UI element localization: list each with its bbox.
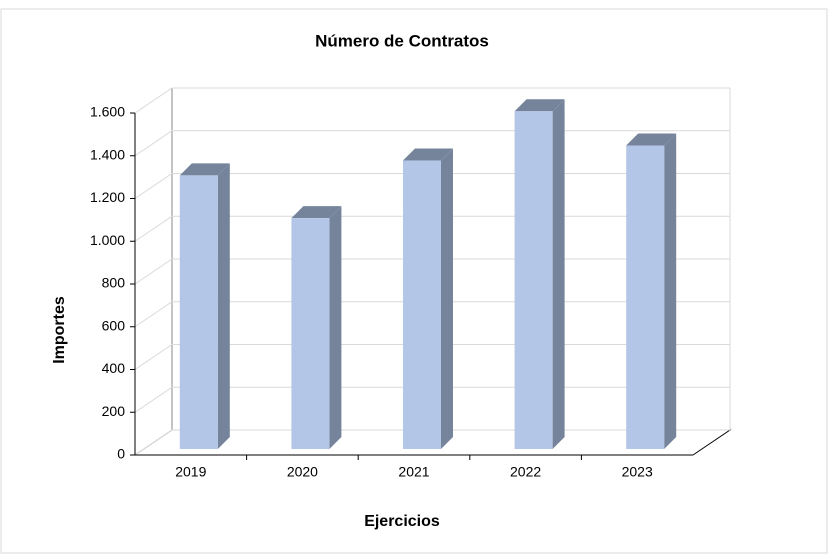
chart-title: Número de Contratos (315, 31, 489, 50)
y-tick-label: 200 (102, 403, 126, 419)
bar-top (403, 148, 453, 161)
x-axis-title: Ejercicios (364, 513, 440, 530)
bar-side (552, 99, 565, 450)
bar-top (291, 206, 342, 219)
x-tick-label: 2022 (510, 464, 541, 480)
y-tick-label: 1.600 (90, 104, 125, 120)
bar (626, 145, 665, 449)
x-tick-label: 2021 (398, 464, 429, 480)
bar-top (179, 163, 230, 176)
x-tick-label: 2023 (622, 464, 653, 480)
bar-top (626, 133, 677, 146)
y-tick-label: 600 (102, 317, 126, 333)
y-tick-label: 0 (117, 446, 125, 462)
y-tick-label: 800 (102, 275, 126, 291)
bar-side (329, 206, 342, 449)
x-tick-label: 2019 (175, 464, 206, 480)
y-axis-title: Importes (51, 296, 68, 364)
y-tick-label: 1.400 (90, 146, 125, 162)
grid-line (134, 87, 730, 114)
bar-side (441, 148, 453, 449)
bar-side (217, 163, 230, 449)
bar-top (514, 99, 565, 112)
bar (514, 111, 553, 450)
y-tick-label: 400 (102, 360, 126, 376)
x-tick-label: 2020 (287, 464, 318, 480)
bar (403, 160, 441, 449)
bar-side (664, 133, 677, 449)
bar (291, 218, 330, 449)
bar (179, 175, 218, 449)
y-tick-label: 1.200 (90, 189, 125, 205)
y-tick-label: 1.000 (90, 232, 125, 248)
